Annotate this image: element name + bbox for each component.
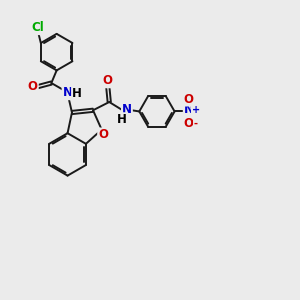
Text: N: N [62, 86, 73, 99]
Text: O: O [184, 93, 194, 106]
Text: O: O [184, 117, 194, 130]
Text: O: O [98, 128, 108, 141]
Text: +: + [192, 105, 200, 115]
Text: N: N [122, 103, 132, 116]
Text: -: - [194, 119, 198, 129]
Text: O: O [28, 80, 38, 93]
Text: N: N [184, 103, 194, 116]
Text: Cl: Cl [32, 21, 44, 34]
Text: H: H [117, 113, 127, 126]
Text: O: O [103, 74, 113, 87]
Text: H: H [72, 87, 82, 101]
